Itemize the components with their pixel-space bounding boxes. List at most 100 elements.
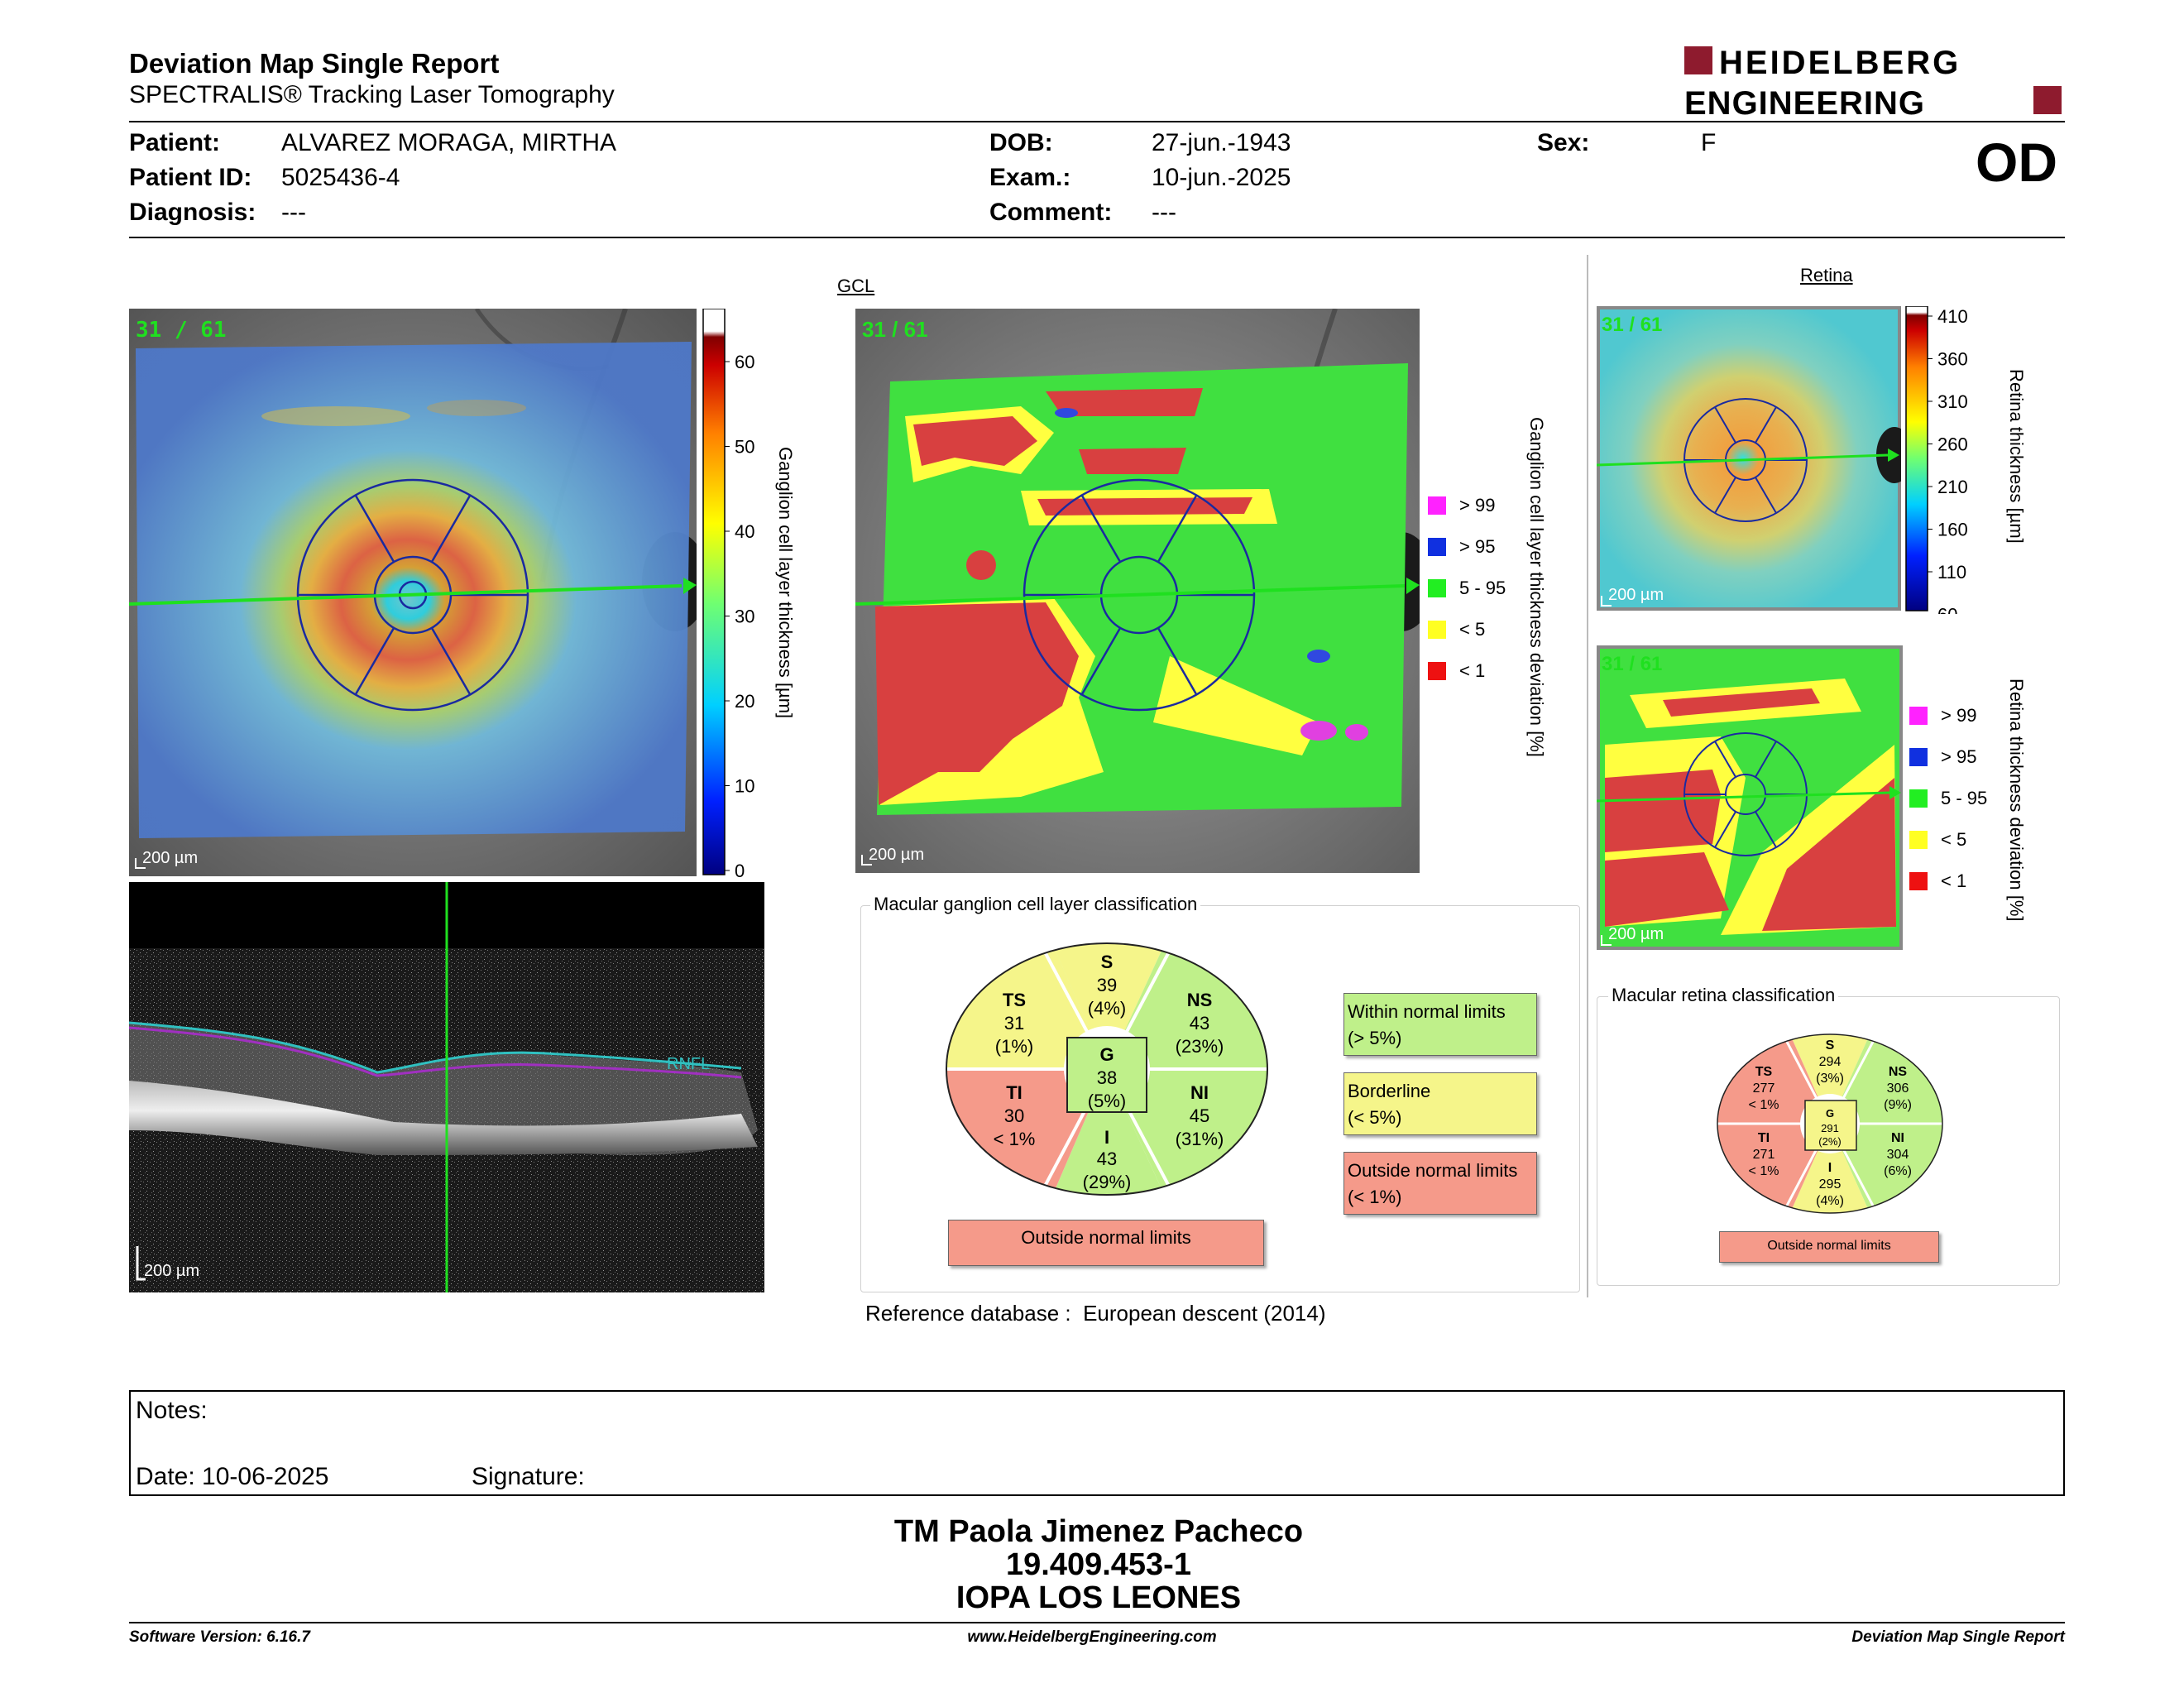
retina-thickness-map[interactable]: 31 / 61 200 µm (1597, 306, 1901, 611)
colorbar-tick-label: 40 (735, 521, 754, 542)
exam-date: 10-jun.-2025 (1152, 164, 1291, 191)
svg-text:(6%): (6%) (1884, 1164, 1912, 1178)
svg-text:< 1%: < 1% (1749, 1164, 1779, 1178)
svg-text:(5%): (5%) (1088, 1091, 1126, 1111)
svg-text:200 µm: 200 µm (1608, 925, 1664, 943)
svg-text:(3%): (3%) (1816, 1072, 1844, 1086)
svg-text:45: 45 (1190, 1105, 1209, 1126)
gcl-classification-result: Outside normal limits (948, 1220, 1264, 1266)
reference-database: Reference database : European descent (2… (865, 1301, 1326, 1326)
notes-label: Notes: (136, 1397, 208, 1424)
signature-label: Signature: (472, 1463, 585, 1490)
website-link[interactable]: www.HeidelbergEngineering.com (967, 1628, 1217, 1646)
colorbar-tick-label: 0 (735, 861, 745, 880)
patient-label: Patient: (129, 129, 221, 156)
gcl-thickness-colorbar: 60 50 40 30 20 10 0 (702, 309, 754, 880)
gcl-thickness-map[interactable]: 31 / 61 200 µm (129, 309, 697, 876)
oct-bscan[interactable]: RNFL 200 µm (129, 882, 764, 1292)
eye-label: OD (1976, 132, 2057, 193)
svg-text:200 µm: 200 µm (869, 846, 924, 864)
retina-deviation-map[interactable]: 31 / 61 200 µm (1597, 645, 1903, 950)
svg-text:TS: TS (1003, 990, 1026, 1010)
svg-text:< 1%: < 1% (994, 1129, 1036, 1149)
report-type-footer: Deviation Map Single Report (1851, 1628, 2065, 1646)
svg-text:(1%): (1%) (995, 1036, 1033, 1057)
svg-text:HEIDELBERG: HEIDELBERG (1719, 45, 1961, 81)
svg-text:294: 294 (1819, 1055, 1842, 1069)
sex-value: F (1701, 129, 1717, 156)
legend-swatch (1909, 789, 1928, 808)
legend-swatch (1909, 872, 1928, 890)
retina-sector-chart: S 294 (3%) TS 277 < 1% NS 306 (9%) G 291… (1717, 1033, 1943, 1214)
gcl-header: GCL (837, 276, 875, 296)
svg-text:43: 43 (1097, 1149, 1117, 1169)
colorbar-tick-label: 10 (735, 776, 754, 797)
gcl-deviation-axis-label: Ganglion cell layer thickness deviation … (1526, 417, 1547, 757)
svg-text:G: G (1099, 1044, 1114, 1065)
svg-text:I: I (1828, 1161, 1832, 1175)
svg-text:295: 295 (1819, 1177, 1842, 1192)
gcl-deviation-map[interactable]: 31 / 61 200 µm (855, 309, 1420, 873)
gcl-thickness-axis-label: Ganglion cell layer thickness [µm] (775, 447, 796, 719)
svg-text:TI: TI (1758, 1131, 1770, 1145)
diagnosis-label: Diagnosis: (129, 199, 256, 226)
legend-swatch (1428, 496, 1446, 515)
legend-within-normal: Within normal limits (> 5%) (1343, 993, 1537, 1056)
retina-deviation-legend: > 99 > 95 5 - 95 < 5 < 1 (1909, 705, 2009, 905)
legend-swatch (1428, 662, 1446, 680)
legend-label: < 1 (1941, 870, 1967, 891)
svg-text:200 µm: 200 µm (142, 849, 198, 867)
svg-text:277: 277 (1753, 1081, 1775, 1096)
sex-label: Sex: (1537, 129, 1590, 156)
colorbar-tick-label: 20 (735, 691, 754, 712)
legend-label: > 95 (1459, 536, 1496, 557)
legend-label: < 5 (1941, 829, 1967, 850)
svg-text:39: 39 (1097, 975, 1117, 995)
svg-text:RNFL: RNFL (667, 1055, 710, 1073)
retina-classification-title: Macular retina classification (1608, 985, 1839, 1006)
colorbar-tick-label: 60 (735, 352, 754, 372)
signoff-id: 19.409.453-1 (1006, 1547, 1191, 1582)
software-version: Software Version: 6.16.7 (129, 1628, 310, 1646)
colorbar-tick-label: 60 (1937, 605, 1957, 615)
legend-swatch (1428, 579, 1446, 597)
colorbar-tick-label: 110 (1937, 562, 1966, 583)
svg-text:306: 306 (1887, 1081, 1909, 1096)
patient-id-label: Patient ID: (129, 164, 252, 191)
comment-label: Comment: (989, 199, 1113, 226)
svg-text:G: G (1826, 1107, 1834, 1120)
svg-text:31 / 61: 31 / 61 (136, 318, 227, 343)
diagnosis-value: --- (281, 199, 306, 226)
retina-classification-result: Outside normal limits (1719, 1231, 1939, 1263)
svg-text:200 µm: 200 µm (1608, 586, 1664, 604)
legend-label: > 99 (1459, 495, 1496, 516)
svg-text:43: 43 (1190, 1013, 1209, 1033)
svg-text:NI: NI (1190, 1082, 1209, 1103)
retina-thickness-axis-label: Retina thickness [µm] (2006, 369, 2027, 544)
gcl-deviation-legend: > 99 > 95 5 - 95 < 5 < 1 (1428, 495, 1527, 695)
colorbar-tick-label: 30 (735, 607, 754, 627)
comment-value: --- (1152, 199, 1176, 226)
svg-text:ENGINEERING: ENGINEERING (1684, 85, 1925, 119)
retina-thickness-colorbar: 410 360 310 260 210 160 110 60 (1905, 306, 1968, 615)
signoff-name: TM Paola Jimenez Pacheco (893, 1514, 1304, 1549)
svg-text:200 µm: 200 µm (144, 1262, 199, 1280)
svg-text:(4%): (4%) (1816, 1194, 1844, 1208)
svg-text:271: 271 (1753, 1148, 1775, 1162)
svg-text:S: S (1826, 1038, 1835, 1053)
svg-text:304: 304 (1887, 1148, 1909, 1162)
svg-text:38: 38 (1097, 1067, 1117, 1088)
gcl-sector-chart: S 39 (4%) TS 31 (1%) NS 43 (23%) G 38 (5… (946, 942, 1268, 1196)
legend-swatch (1428, 538, 1446, 556)
svg-text:TS: TS (1755, 1065, 1773, 1079)
colorbar-tick-label: 210 (1937, 477, 1968, 497)
exam-label: Exam.: (989, 164, 1071, 191)
svg-text:(2%): (2%) (1818, 1135, 1841, 1148)
legend-swatch (1909, 748, 1928, 766)
svg-text:(9%): (9%) (1884, 1098, 1912, 1112)
svg-text:NI: NI (1891, 1131, 1904, 1145)
legend-swatch (1909, 707, 1928, 725)
legend-swatch (1909, 831, 1928, 849)
gcl-classification-panel (860, 905, 1580, 1292)
retina-header: Retina (1800, 265, 1853, 285)
